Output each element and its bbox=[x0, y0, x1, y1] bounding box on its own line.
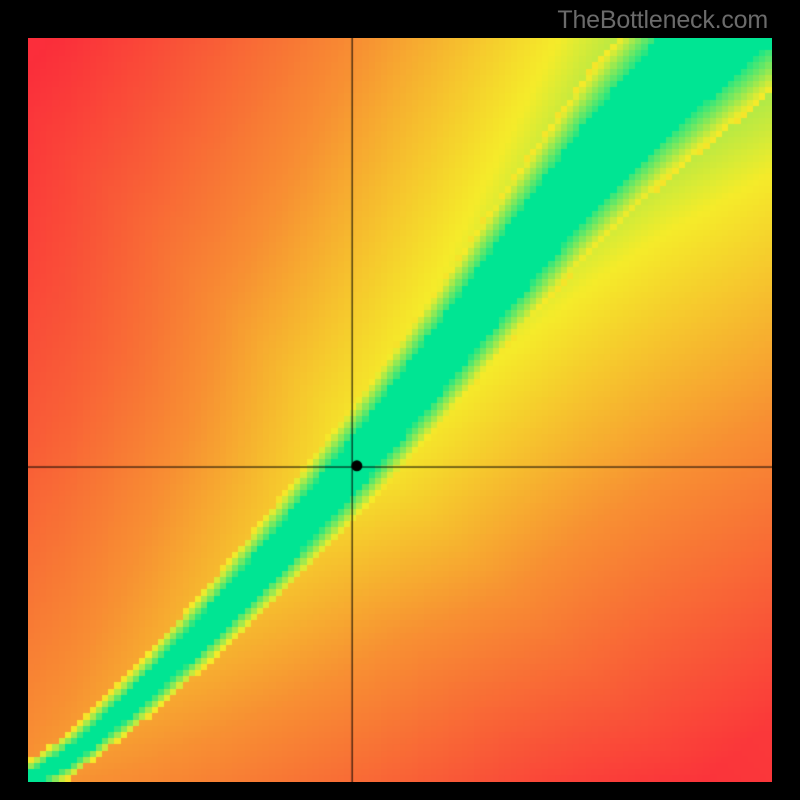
frame: TheBottleneck.com bbox=[0, 0, 800, 800]
heatmap-plot bbox=[28, 38, 772, 782]
watermark: TheBottleneck.com bbox=[557, 6, 768, 35]
heatmap-canvas bbox=[28, 38, 772, 782]
